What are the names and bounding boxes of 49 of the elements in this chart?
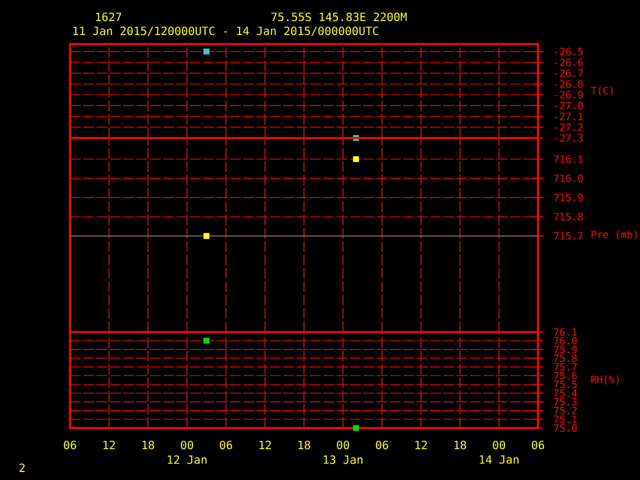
text: 75.55S 145.83E 2200M [271,12,407,22]
y-tick-label: 75.1 [554,416,577,423]
y-tick-label: 75.8 [554,354,577,362]
x-tick-label: 06 [64,440,76,450]
chart-title: 1627 [96,12,122,22]
x-tick-label: 18 [142,440,154,450]
y-tick-label: -26.8 [555,80,583,88]
y-tick-label: 75.5 [554,380,577,388]
x-tick-label: 12 [416,440,427,450]
x-tick-label: 06 [220,440,232,450]
x-tick-label: 18 [454,440,466,450]
y-tick-label: 716.1 [554,155,583,163]
y-tick-label: -27.0 [555,102,583,110]
y-tick-label: 75.0 [554,424,577,432]
y-axis-title: T(C) [590,86,613,96]
text: 12 Jan [168,455,206,464]
y-tick-label: -26.5 [555,48,583,56]
y-tick-label: 76.1 [554,328,577,336]
x-tick-label: 18 [298,440,310,450]
y-tick-label: -26.9 [555,91,583,99]
y-tick-label: -26.7 [555,69,583,77]
y-tick-label: 76.0 [554,336,577,345]
x-tick-label: 12 [260,440,271,450]
y-tick-label: 75.4 [554,389,577,397]
text: 2 [20,464,25,472]
y-tick-label: -27.3 [555,134,583,142]
y-tick-label: 75.6 [554,372,577,380]
y-axis-title: RH(%) [591,376,619,384]
x-tick-label: 00 [180,440,194,450]
y-tick-label: 715.8 [554,212,583,221]
y-tick-label: 75.9 [554,346,577,354]
y-tick-label: -27.1 [555,112,583,120]
y-tick-label: 75.7 [554,363,577,371]
y-tick-label: 716.0 [554,174,583,182]
x-tick-label: 00 [492,440,506,450]
x-tick-label: 00 [336,440,350,450]
y-tick-label: 715.9 [554,194,583,202]
text: 13 Jan [324,455,362,464]
y-tick-label: -26.6 [555,58,583,66]
x-tick-label: 06 [376,440,388,450]
y-axis-title: Pre (mb) [592,230,637,240]
y-tick-label: 715.7 [554,232,583,240]
y-tick-label: 75.3 [554,398,577,406]
x-tick-label: 12 [104,440,115,450]
y-tick-label: 75.2 [554,406,577,414]
y-tick-label: -27.2 [555,123,583,131]
text: 14 Jan [480,455,518,464]
chart-subtitle: 11 Jan 2015/120000UTC - 14 Jan 2015/000000UTC [73,26,378,36]
x-tick-label: 06 [532,440,544,450]
